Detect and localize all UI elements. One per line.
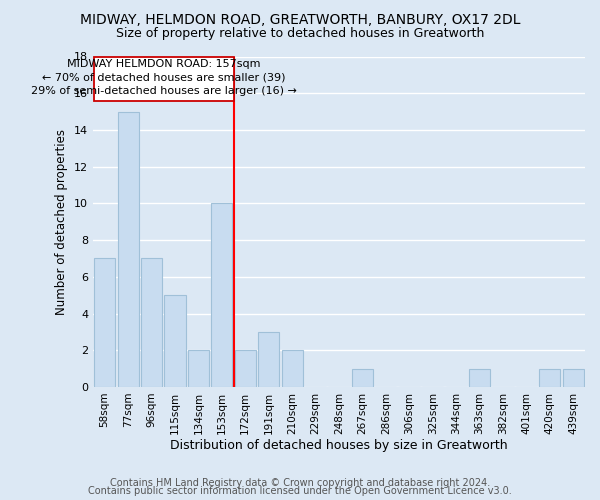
Text: MIDWAY, HELMDON ROAD, GREATWORTH, BANBURY, OX17 2DL: MIDWAY, HELMDON ROAD, GREATWORTH, BANBUR… [80,12,520,26]
Text: Contains public sector information licensed under the Open Government Licence v3: Contains public sector information licen… [88,486,512,496]
Bar [539,368,560,387]
Bar [235,350,256,387]
Text: MIDWAY HELMDON ROAD: 157sqm: MIDWAY HELMDON ROAD: 157sqm [67,60,260,70]
Text: Size of property relative to detached houses in Greatworth: Size of property relative to detached ho… [116,28,484,40]
Bar [141,258,162,387]
Bar [164,295,185,387]
Bar [563,368,584,387]
Text: 29% of semi-detached houses are larger (16) →: 29% of semi-detached houses are larger (… [31,86,297,96]
Bar [352,368,373,387]
Bar [281,350,302,387]
Bar [188,350,209,387]
Text: Contains HM Land Registry data © Crown copyright and database right 2024.: Contains HM Land Registry data © Crown c… [110,478,490,488]
Bar [94,258,115,387]
Text: ← 70% of detached houses are smaller (39): ← 70% of detached houses are smaller (39… [42,72,286,83]
Bar [258,332,279,387]
Bar [211,204,232,387]
X-axis label: Distribution of detached houses by size in Greatworth: Distribution of detached houses by size … [170,440,508,452]
Bar [469,368,490,387]
Y-axis label: Number of detached properties: Number of detached properties [55,128,68,314]
Bar [118,112,139,387]
FancyBboxPatch shape [94,56,233,100]
